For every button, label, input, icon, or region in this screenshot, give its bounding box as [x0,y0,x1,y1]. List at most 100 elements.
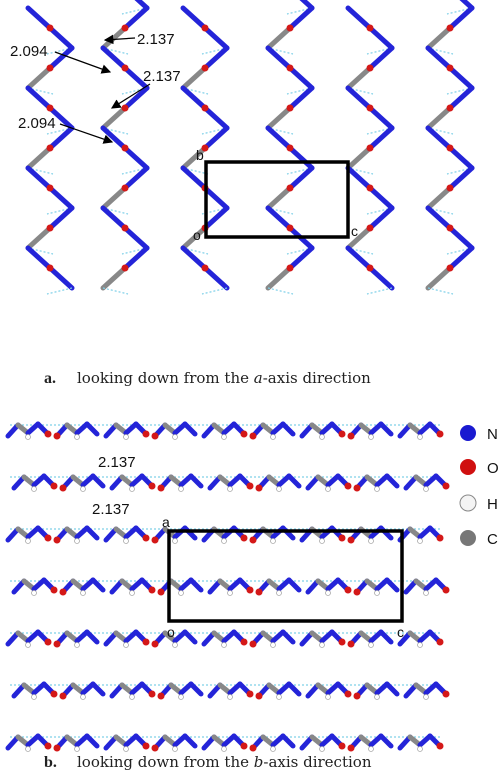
h-bond [428,288,453,294]
legend-label: H [487,496,498,513]
atom [250,745,257,752]
bond [185,424,195,434]
bond [290,8,312,28]
atom [354,485,361,492]
atom [443,483,450,490]
bond [290,0,312,8]
bond [290,68,312,88]
page: {"panel_a": {"distance_labels": ["2.137"… [0,0,503,773]
atom [247,483,254,490]
atom [75,539,80,544]
atom [354,693,361,700]
bond [428,28,450,48]
atom [348,537,355,544]
atom [367,65,374,72]
axis-label: c [397,624,404,640]
bond [428,208,450,228]
atom [247,691,254,698]
atom [354,589,361,596]
h-bond [103,288,128,294]
bond [93,476,103,486]
atom [241,639,248,646]
bond [348,88,370,108]
atom [173,539,178,544]
atom [32,591,37,596]
bond [103,28,125,48]
atom [369,643,374,648]
bond [185,632,195,642]
atom [437,431,444,438]
atom [143,639,150,646]
atom [130,695,135,700]
atom [256,693,263,700]
atom [47,105,54,112]
bond [289,476,299,486]
atom [250,641,257,648]
atom [228,487,233,492]
atom [158,589,165,596]
caption-text: -axis direction [263,369,371,387]
atom [54,641,61,648]
axis-label: c [351,223,358,239]
atom [348,433,355,440]
bond [28,228,50,248]
bond [205,188,227,208]
atom [320,539,325,544]
atom [54,537,61,544]
atom [60,693,67,700]
bond [125,248,147,268]
distance-label: 2.094 [10,43,48,60]
atom [287,145,294,152]
atom [418,643,423,648]
bond [28,8,50,28]
atom [202,65,209,72]
bond [205,208,227,228]
atom [45,535,52,542]
bond [103,128,125,148]
atom [179,695,184,700]
atom [437,639,444,646]
atom [369,747,374,752]
h-bond [47,288,72,294]
atom [271,643,276,648]
bond [103,48,125,68]
legend-swatch-c [460,530,476,546]
bond [370,268,392,288]
bond [205,48,227,68]
bond [450,68,472,88]
atom [51,691,58,698]
atom [32,695,37,700]
atom [202,265,209,272]
bond [290,88,312,108]
atom [202,105,209,112]
bond [125,8,147,28]
atom [375,487,380,492]
unit-cell-b [169,531,402,621]
bond [450,248,472,268]
distance-label: 2.137 [98,454,136,471]
atom [124,643,129,648]
atom [60,589,67,596]
atom [143,743,150,750]
bond [370,188,392,208]
atom [222,747,227,752]
atom [271,435,276,440]
atom [26,643,31,648]
atom [339,535,346,542]
bond [348,148,370,168]
atom [287,65,294,72]
atom [418,435,423,440]
atom [124,747,129,752]
h-bond [367,288,392,294]
atom [173,747,178,752]
bond [268,208,290,228]
bond [348,8,370,28]
atom [158,485,165,492]
bond [93,684,103,694]
atom [179,487,184,492]
atom [320,435,325,440]
atom [287,105,294,112]
atom [26,435,31,440]
atom [326,695,331,700]
axis-label: o [167,624,175,640]
